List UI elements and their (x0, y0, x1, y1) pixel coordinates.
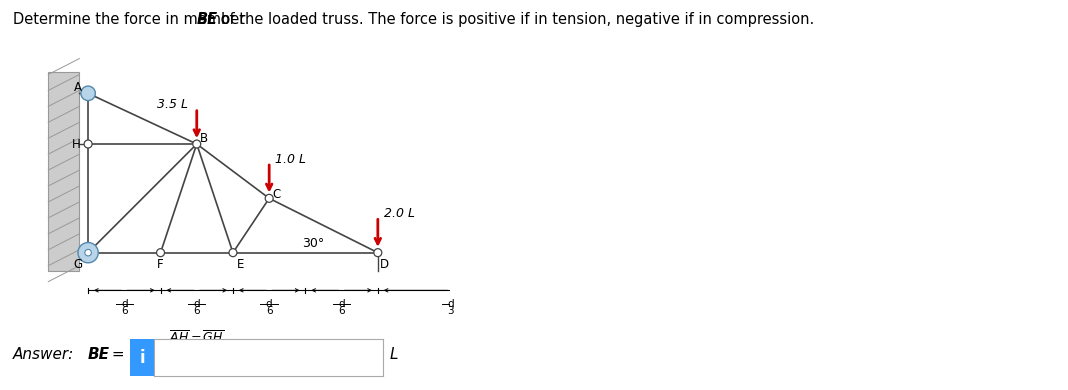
Text: Answer:: Answer: (13, 347, 79, 362)
Text: BE: BE (197, 12, 218, 27)
Text: BE: BE (88, 347, 110, 362)
Text: 3.5 L: 3.5 L (157, 98, 188, 112)
Text: 2.0 L: 2.0 L (383, 207, 414, 220)
Text: L: L (390, 347, 398, 362)
Text: 30°: 30° (302, 238, 324, 250)
Text: H: H (72, 138, 80, 151)
Text: d: d (446, 299, 454, 309)
Text: 6: 6 (193, 306, 200, 316)
Circle shape (84, 250, 92, 256)
Bar (48, 72, 79, 271)
Text: i: i (139, 349, 145, 367)
Text: G: G (74, 259, 82, 271)
Text: 6: 6 (121, 306, 128, 316)
Text: =: = (107, 347, 129, 362)
Text: d: d (266, 299, 272, 309)
Circle shape (78, 243, 98, 263)
Text: F: F (157, 259, 163, 271)
Text: $\overline{AH} = \overline{GH}$: $\overline{AH} = \overline{GH}$ (169, 330, 224, 346)
Text: 3: 3 (446, 306, 454, 316)
Circle shape (81, 86, 95, 101)
Text: C: C (272, 188, 281, 201)
Text: E: E (236, 259, 244, 271)
Circle shape (192, 140, 201, 148)
Text: d: d (121, 299, 128, 309)
Circle shape (84, 249, 92, 257)
Text: A: A (74, 81, 82, 94)
Text: 6: 6 (339, 306, 345, 316)
Text: Determine the force in member: Determine the force in member (13, 12, 250, 27)
Text: d: d (193, 299, 200, 309)
Text: D: D (380, 259, 389, 271)
Circle shape (157, 249, 164, 257)
Circle shape (374, 249, 381, 257)
Text: 1.0 L: 1.0 L (274, 153, 305, 166)
Text: d: d (339, 299, 345, 309)
Text: B: B (200, 132, 208, 145)
Text: 6: 6 (266, 306, 272, 316)
Circle shape (229, 249, 237, 257)
Circle shape (84, 140, 92, 148)
Circle shape (265, 194, 273, 202)
Text: of the loaded truss. The force is positive if in tension, negative if in compres: of the loaded truss. The force is positi… (216, 12, 815, 27)
Circle shape (84, 89, 92, 98)
